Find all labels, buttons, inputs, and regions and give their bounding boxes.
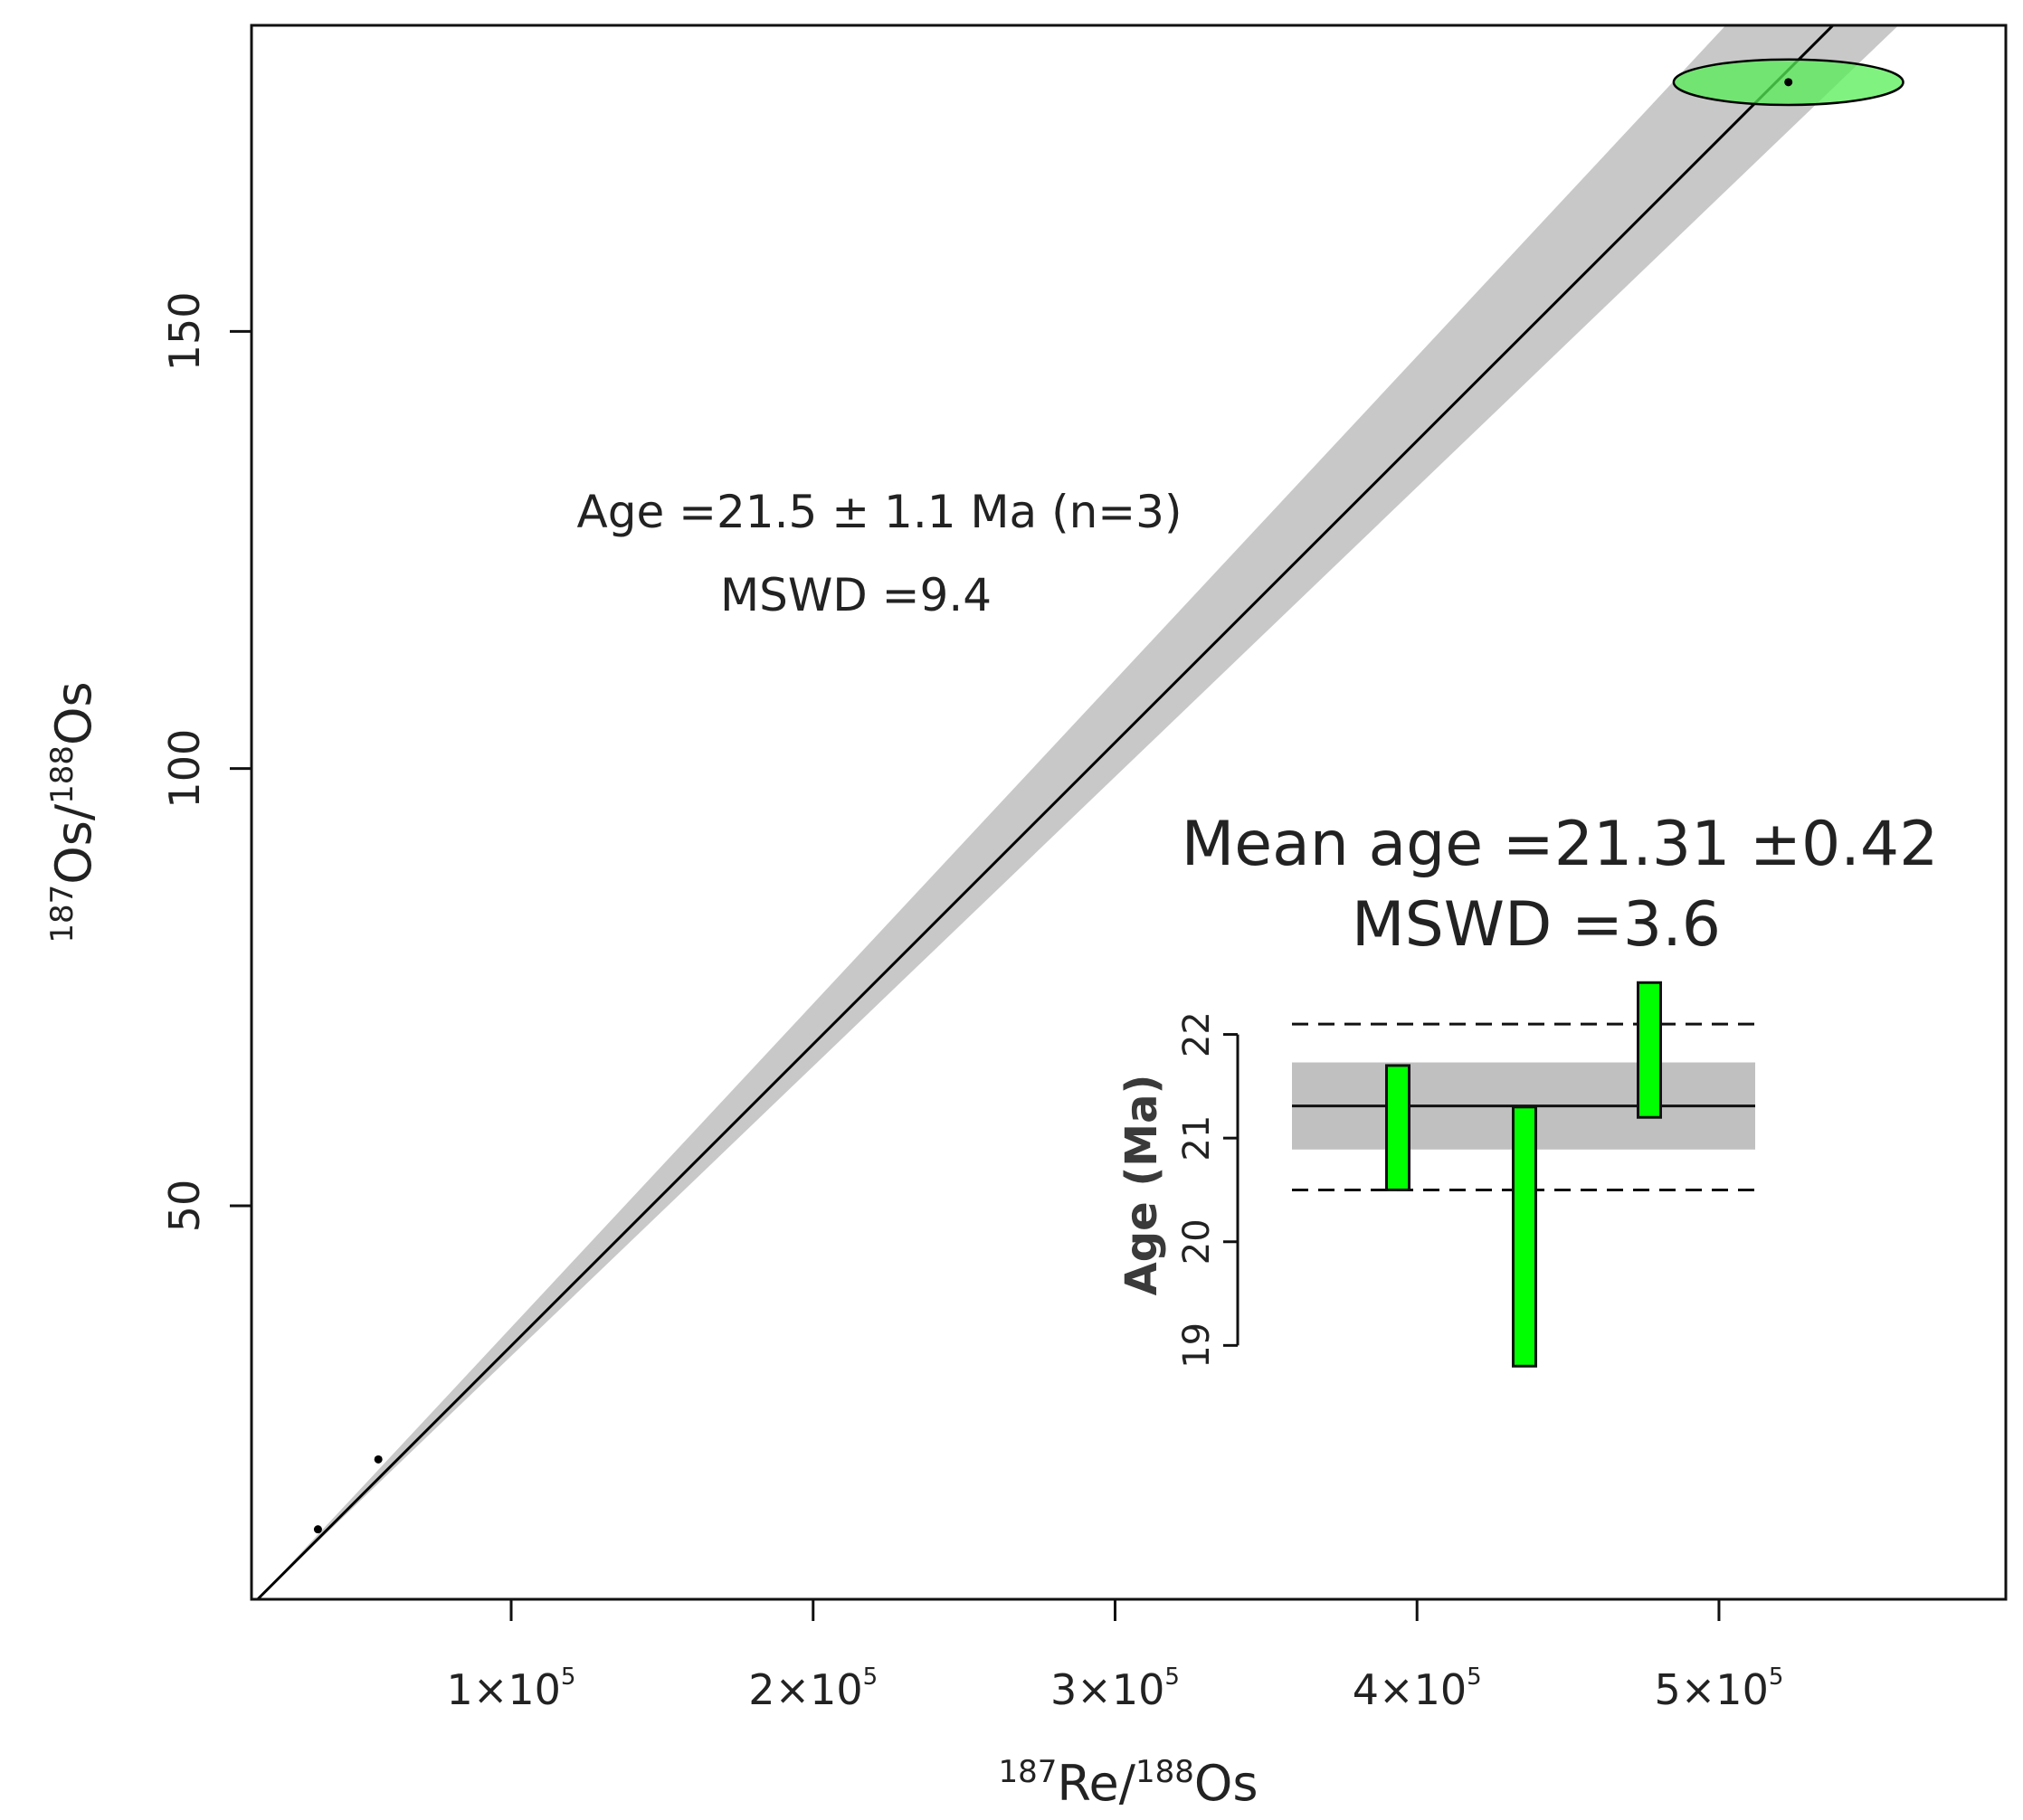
data-point-2	[374, 1455, 383, 1464]
age-bar-3	[1637, 981, 1662, 1119]
x-axis: 1×105 2×105 3×105 4×105 5×105	[447, 1599, 1783, 1714]
inset-mswd-annotation: MSWD =3.6	[1352, 889, 1721, 961]
x-tick-times: ×10	[775, 1665, 863, 1714]
x-tick-times: ×10	[1681, 1665, 1769, 1714]
x-tick-exponent: 5	[561, 1664, 576, 1691]
y-tick-label-1: 50	[160, 1180, 209, 1233]
x-tick-label-5: 5×105	[1654, 1664, 1783, 1714]
y-axis: 50 100 150	[160, 291, 252, 1232]
inset-y-tick-label-1: 19	[1176, 1322, 1218, 1369]
data-point-3	[1784, 78, 1793, 87]
x-tick-exponent: 5	[1769, 1664, 1784, 1691]
age-bar-2	[1512, 1105, 1537, 1368]
x-tick-label-4: 4×105	[1353, 1664, 1482, 1714]
inset-y-tick-label-2: 20	[1176, 1218, 1218, 1265]
inset-mean-annotation: Mean age =21.31 ±0.42	[1182, 809, 1939, 880]
x-tick-times: ×10	[1379, 1665, 1467, 1714]
inset-y-tick-label-3: 21	[1176, 1115, 1218, 1161]
inset-y-axis-title: Age (Ma)	[1116, 1075, 1167, 1296]
plot-frame	[250, 24, 2008, 1601]
weighted-mean-inset: Mean age =21.31 ±0.42 MSWD =3.6 19 20 21 22…	[1116, 809, 1938, 1369]
x-tick-exponent: 5	[1467, 1664, 1482, 1691]
isochron-error-band	[257, 25, 1899, 1599]
inset-body: 19 20 21 22	[1176, 981, 1755, 1369]
y-tick-label-2: 100	[160, 729, 209, 809]
x-tick-mantissa: 1	[447, 1665, 473, 1714]
age-annotation: Age =21.5 ± 1.1 Ma (n=3)	[577, 486, 1182, 538]
x-tick-times: ×10	[473, 1665, 561, 1714]
isochron-line	[256, 25, 1836, 1599]
inset-y-tick-label-4: 22	[1176, 1011, 1218, 1057]
x-tick-exponent: 5	[863, 1664, 879, 1691]
y-axis-title: 187Os/188Os	[44, 681, 102, 943]
y-tick-label-3: 150	[160, 291, 209, 371]
x-tick-mantissa: 2	[748, 1665, 774, 1714]
x-axis-title: 187Re/188Os	[999, 1754, 1258, 1812]
mswd-annotation: MSWD =9.4	[720, 569, 992, 621]
x-tick-label-1: 1×105	[447, 1664, 576, 1714]
x-tick-mantissa: 4	[1353, 1665, 1379, 1714]
x-tick-label-2: 2×105	[748, 1664, 878, 1714]
age-bar-1	[1385, 1064, 1410, 1191]
x-tick-mantissa: 5	[1654, 1665, 1680, 1714]
x-tick-exponent: 5	[1164, 1664, 1180, 1691]
data-point-1	[313, 1525, 322, 1534]
x-tick-mantissa: 3	[1050, 1665, 1077, 1714]
x-tick-times: ×10	[1077, 1665, 1164, 1714]
x-tick-label-3: 3×105	[1050, 1664, 1180, 1714]
